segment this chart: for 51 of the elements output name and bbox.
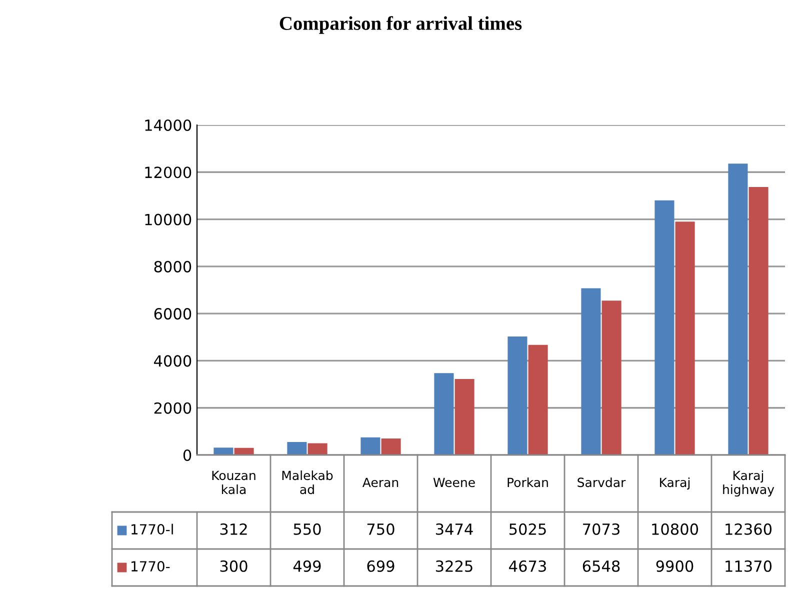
y-tick-label: 14000: [145, 119, 192, 132]
bar: [748, 186, 768, 455]
data-label: 9900: [656, 560, 694, 572]
data-label: 699: [367, 560, 394, 572]
bar: [508, 336, 528, 455]
y-tick-label: 2000: [154, 402, 192, 414]
y-tick-label: 8000: [154, 260, 192, 272]
y-tick-label: 12000: [145, 166, 192, 178]
data-label: 10800: [652, 523, 698, 535]
bar: [581, 288, 601, 455]
bar: [308, 443, 328, 455]
bar: [602, 300, 622, 455]
x-tick-label: Malekab ad: [282, 470, 333, 494]
data-label: 3474: [436, 523, 473, 535]
bar: [234, 448, 254, 455]
bar: [675, 222, 695, 455]
bar: [360, 437, 380, 455]
legend-label: 1770-l: [132, 524, 173, 535]
bar: [528, 344, 548, 455]
bar: [728, 164, 748, 455]
x-tick-label: Karaj: [660, 477, 690, 490]
y-tick-label: 4000: [154, 355, 192, 367]
bar: [214, 448, 234, 455]
x-tick-label: Weene: [433, 478, 475, 488]
x-tick-label: Aeran: [362, 478, 398, 488]
data-label: 300: [220, 560, 248, 572]
x-tick-label: Porkan: [508, 477, 548, 488]
y-tick-label: 0: [183, 449, 192, 462]
data-label: 5025: [509, 523, 546, 535]
bar: [434, 373, 454, 455]
x-tick-label: Sarvdar: [578, 477, 626, 488]
y-tick-label: 6000: [154, 308, 192, 320]
x-tick-label: Kouzan kala: [212, 470, 256, 494]
bar: [454, 378, 474, 455]
data-label: 11370: [726, 560, 772, 572]
y-tick-label: 10000: [145, 214, 192, 226]
data-label: 312: [220, 523, 247, 535]
data-label: 750: [367, 523, 394, 535]
bar: [381, 438, 401, 455]
bar: [654, 200, 674, 455]
data-label: 7073: [583, 523, 620, 535]
data-label: 4673: [509, 560, 546, 572]
data-label: 3225: [436, 560, 472, 572]
bar: [287, 442, 307, 455]
data-label: 6548: [582, 560, 620, 572]
x-tick-label: Karaj highway: [723, 470, 774, 497]
data-label: 550: [294, 523, 321, 535]
data-label: 499: [293, 560, 321, 572]
data-label: 12360: [726, 523, 772, 535]
legend-label: 1770-: [132, 561, 170, 572]
chart-title: Comparison for arrival times: [280, 16, 522, 34]
